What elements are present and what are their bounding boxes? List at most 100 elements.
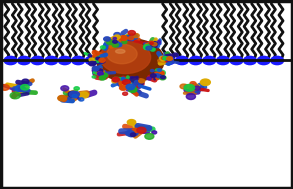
Circle shape (16, 86, 22, 89)
Circle shape (180, 84, 187, 89)
Circle shape (104, 37, 110, 41)
Circle shape (74, 87, 79, 90)
Circle shape (72, 94, 77, 98)
Circle shape (189, 85, 199, 91)
Circle shape (194, 86, 200, 90)
Circle shape (189, 56, 202, 65)
Circle shape (162, 56, 175, 65)
Circle shape (58, 95, 67, 101)
Circle shape (68, 91, 77, 97)
Circle shape (93, 55, 97, 58)
Circle shape (27, 82, 32, 86)
Circle shape (153, 43, 156, 45)
Circle shape (113, 37, 117, 40)
Circle shape (159, 56, 166, 60)
Circle shape (150, 70, 154, 72)
Circle shape (79, 98, 84, 101)
Circle shape (113, 40, 117, 43)
Circle shape (243, 56, 256, 65)
Circle shape (173, 53, 178, 57)
Circle shape (93, 57, 97, 60)
Circle shape (186, 94, 195, 99)
Circle shape (203, 56, 216, 65)
Circle shape (18, 87, 25, 91)
Circle shape (123, 80, 127, 83)
Circle shape (152, 131, 157, 134)
Circle shape (120, 81, 126, 84)
Circle shape (114, 33, 120, 37)
Circle shape (92, 66, 99, 71)
Ellipse shape (115, 49, 125, 53)
Circle shape (152, 45, 157, 48)
Circle shape (0, 84, 9, 90)
Circle shape (98, 72, 103, 75)
Circle shape (167, 57, 173, 60)
Circle shape (157, 69, 162, 71)
Circle shape (123, 92, 128, 95)
Circle shape (99, 57, 103, 59)
Circle shape (89, 58, 94, 61)
Circle shape (107, 44, 137, 64)
Circle shape (184, 84, 195, 91)
Circle shape (159, 76, 166, 80)
Circle shape (128, 87, 137, 92)
Circle shape (155, 74, 159, 76)
Circle shape (147, 77, 151, 80)
Circle shape (132, 128, 139, 132)
Circle shape (120, 86, 127, 90)
Circle shape (128, 31, 135, 35)
Circle shape (200, 79, 210, 85)
Circle shape (128, 36, 134, 40)
Circle shape (112, 79, 117, 83)
Circle shape (161, 59, 165, 61)
Circle shape (176, 56, 188, 65)
Circle shape (123, 83, 132, 88)
Circle shape (161, 57, 166, 60)
Circle shape (125, 80, 131, 85)
Circle shape (95, 57, 101, 61)
Circle shape (137, 79, 142, 82)
Circle shape (150, 48, 155, 51)
Circle shape (107, 40, 114, 45)
Circle shape (45, 56, 58, 65)
Circle shape (163, 57, 168, 60)
Circle shape (122, 80, 130, 85)
Circle shape (152, 43, 157, 46)
Circle shape (130, 133, 136, 136)
Circle shape (271, 56, 284, 65)
Circle shape (186, 85, 191, 88)
Circle shape (145, 133, 154, 139)
Circle shape (10, 92, 20, 99)
Circle shape (139, 79, 145, 83)
Circle shape (112, 77, 120, 82)
Circle shape (128, 84, 132, 87)
Circle shape (100, 73, 108, 78)
Circle shape (230, 56, 243, 65)
Circle shape (92, 76, 96, 78)
Circle shape (96, 57, 100, 60)
Circle shape (159, 56, 166, 60)
Circle shape (114, 35, 120, 39)
Circle shape (4, 56, 17, 65)
Circle shape (99, 58, 105, 62)
Circle shape (134, 81, 140, 84)
Circle shape (257, 56, 270, 65)
Circle shape (122, 40, 127, 44)
Circle shape (31, 56, 44, 65)
Circle shape (150, 42, 153, 44)
Circle shape (97, 69, 103, 72)
Circle shape (146, 46, 152, 50)
Circle shape (161, 76, 165, 79)
Circle shape (99, 76, 105, 80)
Circle shape (21, 84, 29, 90)
Circle shape (97, 72, 102, 75)
Circle shape (72, 56, 85, 65)
Circle shape (137, 127, 146, 133)
Circle shape (97, 70, 105, 74)
Circle shape (85, 56, 98, 65)
Circle shape (18, 56, 30, 65)
Circle shape (190, 82, 196, 85)
Circle shape (126, 84, 135, 90)
Circle shape (125, 36, 132, 40)
Circle shape (120, 36, 127, 40)
